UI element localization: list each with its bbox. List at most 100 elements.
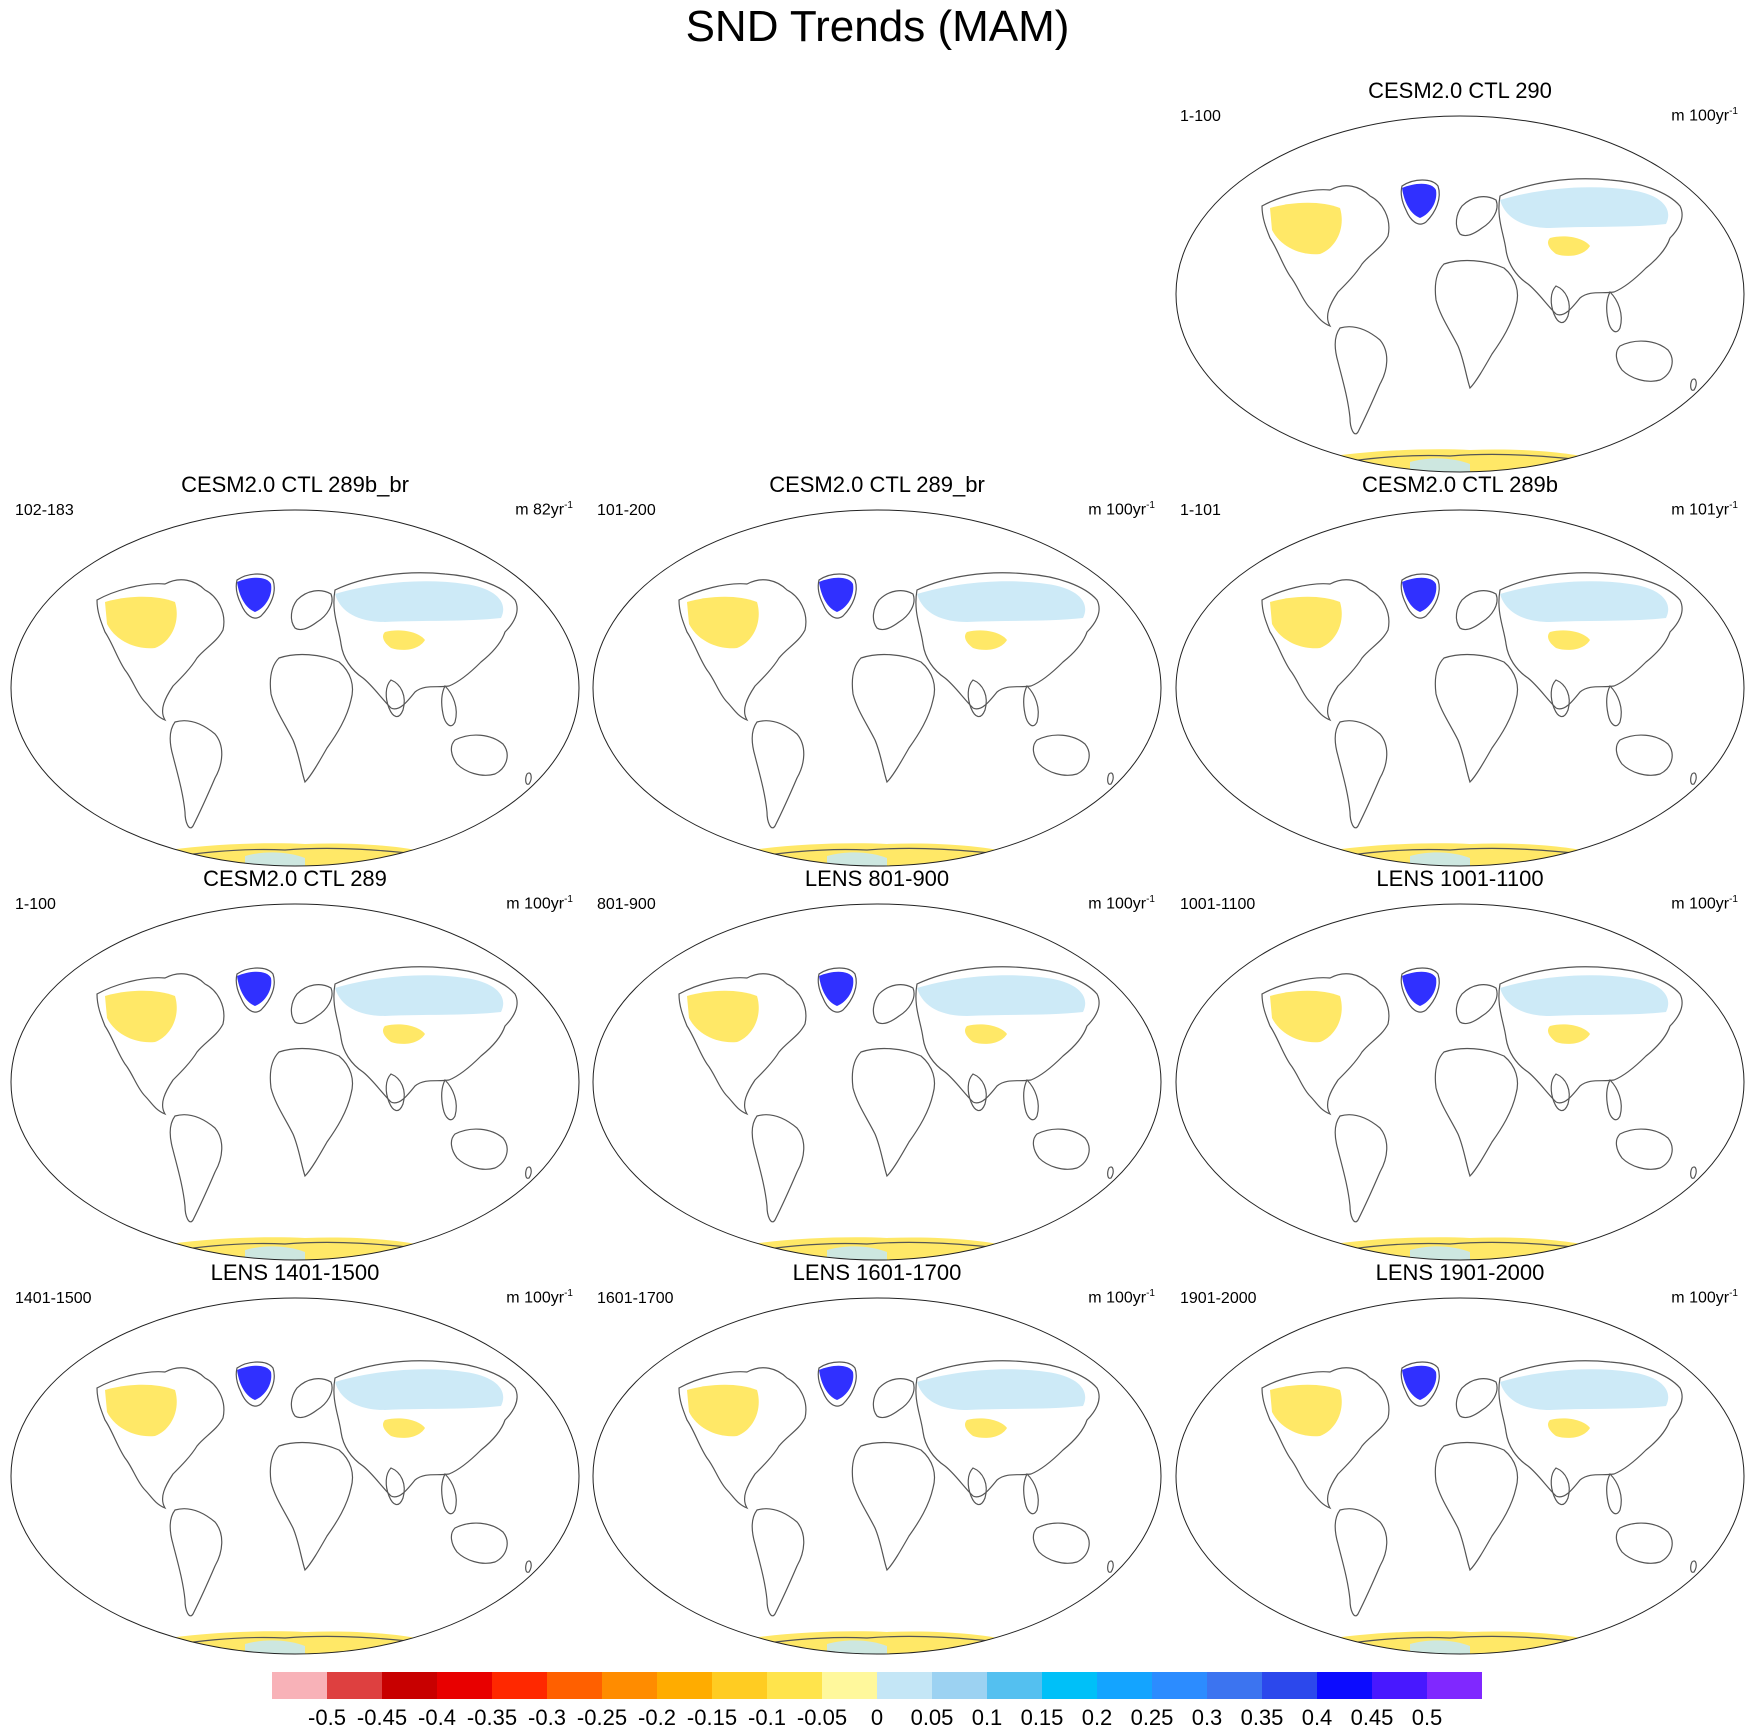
panel-unit-text: m 100yr [1088, 895, 1147, 913]
panel-unit-exponent: -1 [564, 1288, 573, 1299]
map-outline [1175, 903, 1745, 1261]
map-outline [592, 1297, 1162, 1655]
panel-title: LENS 1001-1100 [1376, 866, 1544, 891]
trend-shading [1500, 1369, 1669, 1410]
colorbar-label: -0.35 [467, 1705, 517, 1730]
coastline [385, 679, 405, 718]
panel-title: LENS 1601-1700 [792, 1260, 962, 1285]
trend-shading [237, 577, 272, 612]
map-outline [592, 903, 1162, 1261]
trend-shading [1270, 202, 1342, 255]
coastline [169, 1508, 223, 1617]
panel-years: 1-101 [1180, 502, 1221, 519]
coastline [235, 573, 275, 619]
trend-shading [1402, 183, 1437, 218]
trend-shading [383, 1024, 425, 1044]
coastline [1400, 573, 1440, 619]
colorbar-label: 0.15 [1021, 1705, 1064, 1730]
colorbar-box [1372, 1672, 1427, 1699]
coastline [333, 572, 518, 710]
colorbar-label: -0.1 [748, 1705, 786, 1730]
trend-shading [1270, 990, 1342, 1043]
panel-unit-exponent: -1 [1729, 106, 1738, 117]
panel-title: LENS 801-900 [804, 866, 950, 891]
coastline [525, 1560, 532, 1573]
colorbar-box [987, 1672, 1042, 1699]
coastline [817, 967, 857, 1013]
colorbar-box [382, 1672, 437, 1699]
coastline [967, 679, 987, 718]
panel-unit-text: m 100yr [506, 1289, 565, 1307]
coastline [1455, 590, 1498, 631]
coastline [525, 1166, 532, 1179]
coastline [137, 1635, 449, 1654]
coastline [1434, 1047, 1519, 1178]
coastline [1400, 1361, 1440, 1407]
panel-years: 102-183 [15, 502, 74, 519]
coastline [1690, 1166, 1697, 1179]
coastline [96, 1367, 225, 1510]
coastline [290, 1378, 333, 1419]
trend-shading [1500, 187, 1669, 228]
coastline [1615, 340, 1673, 382]
colorbar-box [1427, 1672, 1482, 1699]
trend-shading [819, 577, 854, 612]
coastline [450, 1128, 508, 1170]
colorbar-box [767, 1672, 822, 1699]
panel-unit-text: m 100yr [1671, 895, 1730, 913]
coastline [1690, 1560, 1697, 1573]
coastline [96, 973, 225, 1116]
coastline [169, 1114, 223, 1223]
colorbar-label: 0.25 [1131, 1705, 1174, 1730]
map-panel: CESM2.0 CTL 289 1-100 m 100yr-1 [5, 866, 585, 1261]
coastline [1400, 179, 1440, 225]
trend-shading [1270, 596, 1342, 649]
trend-shading [1270, 1384, 1342, 1437]
trend-shading [965, 630, 1007, 650]
coastline [525, 772, 532, 785]
coastline [1107, 772, 1114, 785]
coastline [333, 1360, 518, 1498]
coastline [1550, 1467, 1570, 1506]
coastline [441, 1078, 457, 1121]
coastline [235, 967, 275, 1013]
colorbar-box [327, 1672, 382, 1699]
colorbar-label: -0.45 [357, 1705, 407, 1730]
colorbar-box [272, 1672, 327, 1699]
coastline [817, 1361, 857, 1407]
colorbar-box [877, 1672, 932, 1699]
coastline [1032, 1522, 1090, 1564]
map-panel: LENS 801-900 801-900 m 100yr-1 [587, 866, 1167, 1261]
panel-title: CESM2.0 CTL 289_br [769, 472, 985, 497]
map-canvas [1175, 1297, 1745, 1655]
map-panel: LENS 1401-1500 1401-1500 m 100yr-1 [5, 1260, 585, 1655]
coastline [1498, 572, 1683, 710]
trend-shading [105, 596, 177, 649]
colorbar-box [1152, 1672, 1207, 1699]
panel-unit: m 82yr-1 [515, 500, 573, 519]
coastline [1334, 1114, 1388, 1223]
panel-title: CESM2.0 CTL 290 [1368, 78, 1552, 103]
colorbar-box [932, 1672, 987, 1699]
colorbar-box [1317, 1672, 1372, 1699]
coastline [915, 1360, 1100, 1498]
coastline [751, 1114, 805, 1223]
coastline [269, 1047, 354, 1178]
coastline [851, 1441, 936, 1572]
panel-years: 101-200 [597, 502, 656, 519]
coastline [169, 720, 223, 829]
colorbar-box [1207, 1672, 1262, 1699]
coastline [1261, 185, 1390, 328]
coastline [269, 653, 354, 784]
coastline [719, 1635, 1031, 1654]
coastline [1023, 1078, 1039, 1121]
colorbar-label: -0.4 [418, 1705, 456, 1730]
colorbar-label: -0.25 [577, 1705, 627, 1730]
colorbar-label: 0.3 [1192, 1705, 1223, 1730]
coastline [1550, 679, 1570, 718]
coastline [678, 579, 807, 722]
colorbar-label: 0 [871, 1705, 883, 1730]
coastline [751, 1508, 805, 1617]
coastline [1302, 1635, 1614, 1654]
colorbar-box [712, 1672, 767, 1699]
